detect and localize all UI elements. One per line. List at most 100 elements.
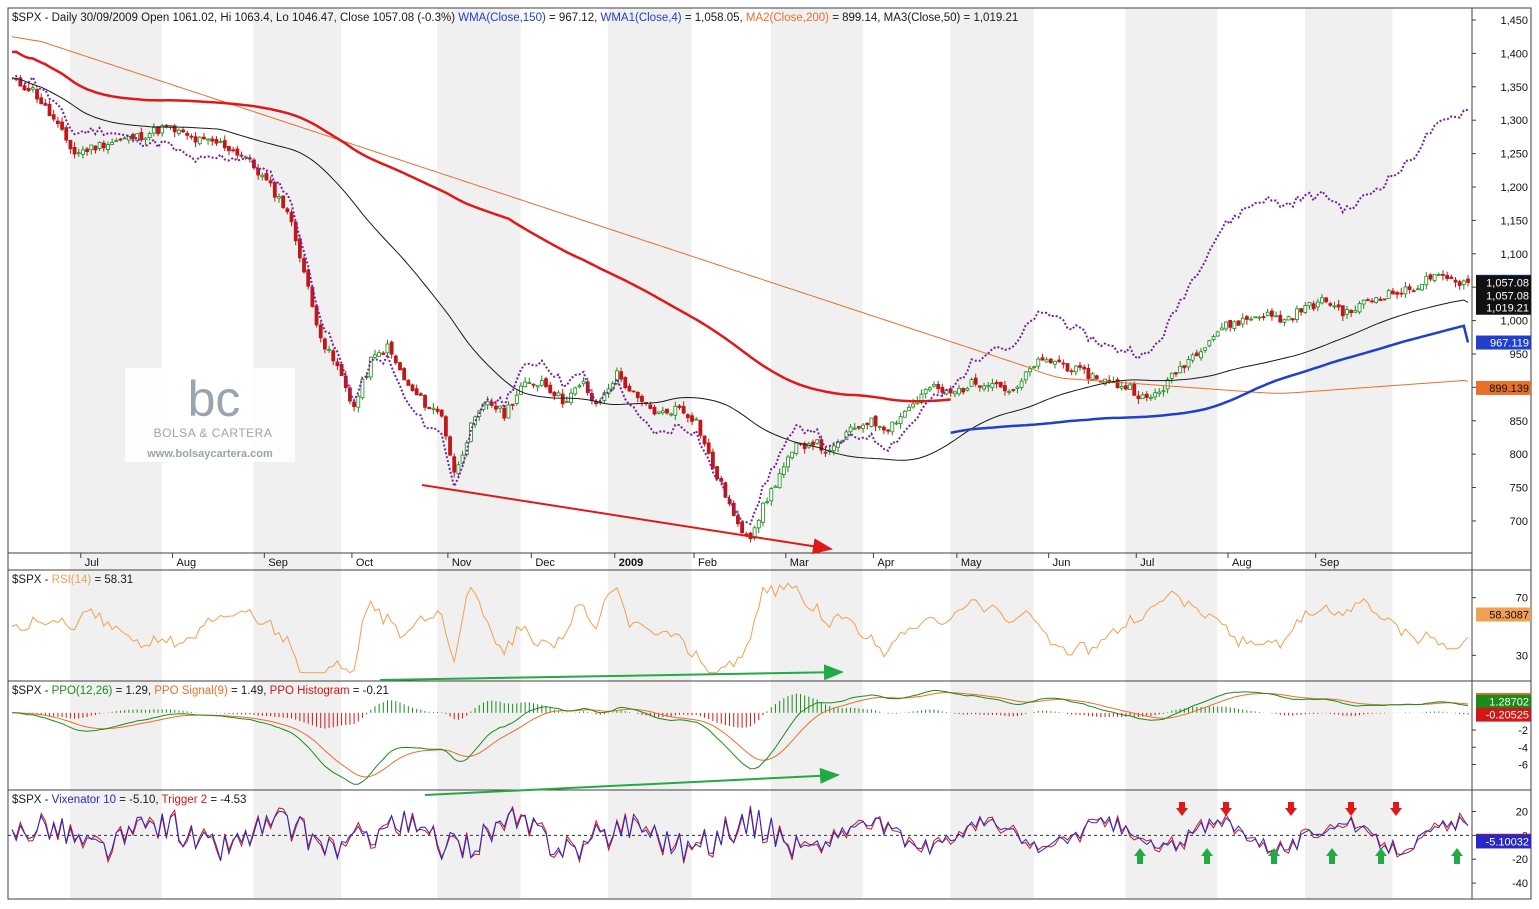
candle-body xyxy=(1320,297,1324,304)
candle-body xyxy=(1011,389,1016,391)
candle-body xyxy=(648,404,653,409)
candle-body xyxy=(235,148,240,156)
candle-body xyxy=(1428,274,1433,280)
candle-body xyxy=(673,405,678,416)
candle-body xyxy=(1023,371,1028,381)
candle-body xyxy=(1466,278,1470,283)
title-part: Vixenator 10 xyxy=(52,794,116,806)
candle-body xyxy=(1274,315,1278,318)
candle-body xyxy=(936,383,941,390)
title-part: PPO Signal(9) xyxy=(154,685,228,697)
candle-body xyxy=(1286,316,1291,321)
candle-body xyxy=(43,103,48,106)
candle-body xyxy=(101,142,106,149)
candle-body xyxy=(681,406,686,414)
candle-body xyxy=(498,405,503,409)
candle-body xyxy=(957,387,961,395)
candle-body xyxy=(172,125,177,133)
candle-body xyxy=(610,383,615,390)
candle-body xyxy=(1015,386,1020,389)
candle-body xyxy=(694,418,699,421)
vix-panel-frame xyxy=(7,789,1532,900)
candle-body xyxy=(1328,303,1333,306)
candle-body xyxy=(1128,384,1132,390)
candle-body xyxy=(736,515,740,525)
candle-body xyxy=(1061,362,1066,365)
candle-body xyxy=(1345,309,1349,315)
ma3-50-line xyxy=(11,78,1469,461)
candle-body xyxy=(118,138,123,141)
candle-body xyxy=(1007,391,1011,393)
month-band xyxy=(950,681,1034,790)
candle-body xyxy=(427,406,432,410)
candle-body xyxy=(1332,305,1337,308)
candle-body xyxy=(1119,386,1124,389)
candle-body xyxy=(1224,321,1228,330)
y-tick-label: 30 xyxy=(1516,650,1528,662)
candle-body xyxy=(122,137,127,140)
x-tick-label: Jul xyxy=(1140,557,1154,569)
candle-body xyxy=(30,87,35,90)
month-band xyxy=(608,790,692,899)
y-tick-label: 1,200 xyxy=(1500,182,1528,194)
candle-body xyxy=(932,384,936,387)
ppo-line xyxy=(12,689,1469,785)
candle-body xyxy=(969,379,974,387)
candle-body xyxy=(1374,297,1379,303)
candle-body xyxy=(331,350,336,362)
candle-body xyxy=(481,403,486,410)
candle-body xyxy=(560,393,565,405)
candle-body xyxy=(385,343,390,354)
y-tick-label: 850 xyxy=(1510,416,1528,428)
candle-body xyxy=(1395,292,1399,295)
candle-body xyxy=(1057,359,1062,363)
candle-body xyxy=(923,388,928,395)
candle-body xyxy=(1236,320,1241,326)
month-band xyxy=(437,570,521,681)
candle-body xyxy=(189,135,194,138)
ppo-panel-title: $SPX - PPO(12,26) = 1.29, PPO Signal(9) … xyxy=(12,685,389,697)
value-badge xyxy=(1476,300,1531,315)
candle-body xyxy=(227,146,231,152)
candle-body xyxy=(1411,290,1416,293)
month-band xyxy=(950,8,1034,570)
candle-body xyxy=(1003,385,1007,392)
vixenator-line xyxy=(11,807,1469,861)
rsi-panel-frame xyxy=(7,569,1532,682)
candle-body xyxy=(852,427,857,430)
candle-body xyxy=(1290,318,1295,321)
candle-body xyxy=(264,173,269,181)
candle-body xyxy=(927,387,932,391)
x-tick-label: Dec xyxy=(535,557,555,569)
y-tick-label: 1,300 xyxy=(1500,115,1528,127)
candle-body xyxy=(1144,393,1149,398)
month-band xyxy=(608,8,692,570)
candle-body xyxy=(318,324,323,339)
month-band xyxy=(70,8,162,570)
candle-body xyxy=(1449,276,1454,279)
candle-body xyxy=(414,388,419,396)
candle-body xyxy=(1073,365,1078,373)
candle-body xyxy=(1420,283,1425,291)
title-part: RSI(14) xyxy=(52,574,92,586)
title-part: = 58.31 xyxy=(91,574,133,586)
candle-body xyxy=(139,132,144,141)
candle-body xyxy=(856,426,861,429)
candle-body xyxy=(564,400,569,403)
candle-body xyxy=(193,136,198,143)
y-tick-label: 20 xyxy=(1516,807,1528,819)
candle-body xyxy=(502,407,507,419)
candle-body xyxy=(222,140,227,149)
candle-body xyxy=(456,464,461,474)
month-band xyxy=(253,681,342,790)
candle-body xyxy=(756,519,761,529)
candle-body xyxy=(55,120,60,125)
candle-body xyxy=(886,429,891,432)
candle-body xyxy=(489,401,494,406)
value-badge xyxy=(1476,607,1531,622)
candle-body xyxy=(1299,308,1304,313)
candle-body xyxy=(627,385,632,392)
title-part: $SPX - xyxy=(12,794,52,806)
y-tick-label: 70 xyxy=(1516,593,1528,605)
candle-body xyxy=(281,195,286,208)
